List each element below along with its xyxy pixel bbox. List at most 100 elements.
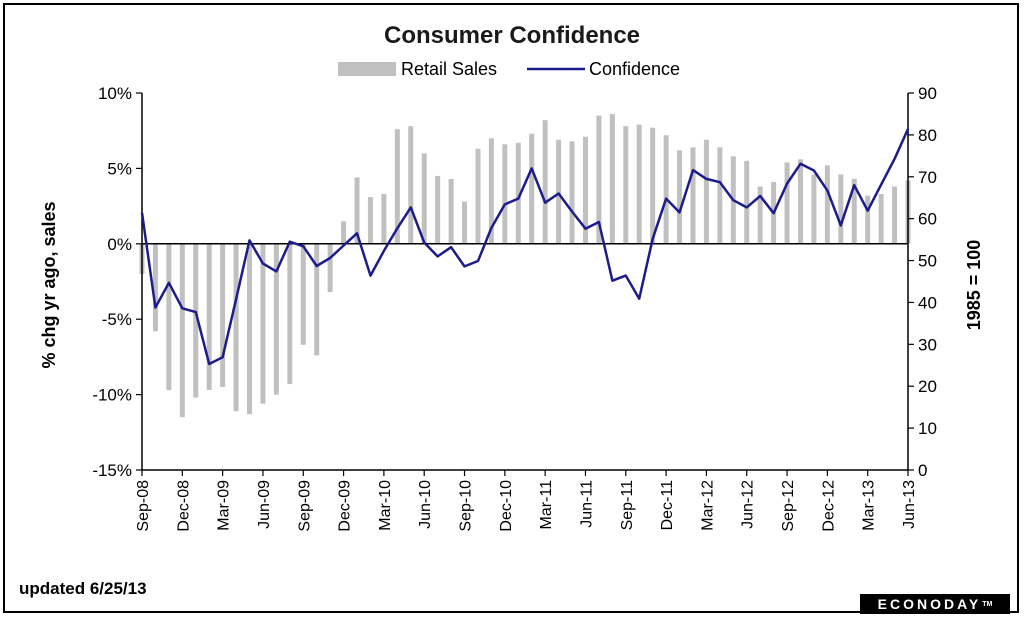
retail-sales-bar xyxy=(233,243,239,412)
confidence-line xyxy=(140,128,910,366)
retail-sales-bar xyxy=(596,115,602,244)
updated-date: updated 6/25/13 xyxy=(19,579,147,598)
econoday-logo: ECONODAY TM xyxy=(860,594,1010,614)
retail-sales-bar xyxy=(811,174,817,244)
retail-sales-bar xyxy=(703,139,709,244)
chart-frame: Consumer Confidence Retail Sales Confide… xyxy=(3,3,1019,614)
y-left-tick-label: -10% xyxy=(92,386,132,405)
retail-sales-bar xyxy=(690,147,696,244)
x-tick-label: Mar-10 xyxy=(377,480,394,531)
legend-retail-label: Retail Sales xyxy=(401,59,497,79)
retail-sales-bar xyxy=(663,135,669,244)
axes xyxy=(136,92,914,476)
retail-sales-bar xyxy=(462,201,468,244)
x-tick-label: Dec-11 xyxy=(659,480,676,530)
retail-sales-bar xyxy=(448,178,454,244)
logo-trademark: TM xyxy=(982,600,993,608)
y-right-tick-label: 90 xyxy=(918,84,937,103)
x-tick-label: Jun-10 xyxy=(417,480,434,529)
y-left-tick-label: 10% xyxy=(98,84,132,103)
retail-sales-bar xyxy=(677,150,683,244)
retail-sales-bar xyxy=(744,160,750,244)
retail-sales-bar xyxy=(650,127,656,244)
x-tick-label: Sep-10 xyxy=(458,480,475,532)
retail-sales-bar xyxy=(421,153,427,244)
retail-sales-bar xyxy=(394,129,400,244)
legend: Retail Sales Confidence xyxy=(338,59,680,79)
tick-labels: 10% 5% 0% -5% -10% -15% 90 80 70 60 50 40 30 20 10 0 Sep… xyxy=(92,84,937,532)
retail-sales-bar xyxy=(381,194,387,244)
x-tick-label: Jun-12 xyxy=(740,480,757,529)
y-right-tick-label: 10 xyxy=(918,419,937,438)
retail-sales-bar xyxy=(757,186,763,244)
retail-sales-bar xyxy=(206,243,212,391)
retail-sales-bar xyxy=(851,178,857,244)
x-tick-label: Jun-13 xyxy=(901,480,918,529)
retail-sales-bar xyxy=(220,243,226,388)
retail-sales-bar xyxy=(273,243,279,395)
retail-sales-bar xyxy=(408,126,414,244)
y-right-tick-label: 80 xyxy=(918,126,937,145)
retail-sales-bar xyxy=(838,174,844,244)
x-tick-label: Dec-12 xyxy=(820,480,837,532)
y-left-tick-label: 0% xyxy=(107,235,132,254)
x-tick-label: Sep-09 xyxy=(296,480,313,532)
y-right-axis-label: 1985 = 100 xyxy=(964,240,984,331)
retail-sales-bar xyxy=(542,120,548,244)
retail-sales-bar xyxy=(247,243,253,415)
y-right-tick-label: 30 xyxy=(918,335,937,354)
retail-sales-bar xyxy=(784,162,790,244)
x-tick-label: Mar-11 xyxy=(538,480,555,530)
logo-text: ECONODAY xyxy=(877,596,982,612)
retail-sales-bar xyxy=(341,221,347,244)
x-tick-label: Mar-13 xyxy=(861,480,878,531)
retail-sales-bar xyxy=(475,148,481,244)
retail-sales-bar xyxy=(502,144,508,244)
retail-sales-bar xyxy=(314,243,320,356)
legend-confidence-label: Confidence xyxy=(589,59,680,79)
retail-sales-bar xyxy=(166,243,172,391)
y-left-axis-label: % chg yr ago, sales xyxy=(39,201,59,368)
legend-retail-swatch xyxy=(338,62,396,76)
x-tick-label: Sep-08 xyxy=(135,480,152,532)
y-right-tick-label: 0 xyxy=(918,461,927,480)
retail-sales-bars xyxy=(139,114,911,418)
retail-sales-bar xyxy=(582,136,588,244)
y-right-tick-label: 50 xyxy=(918,252,937,271)
retail-sales-bar xyxy=(717,147,723,244)
chart-svg: Consumer Confidence Retail Sales Confide… xyxy=(39,22,984,532)
retail-sales-bar xyxy=(367,197,373,244)
retail-sales-bar xyxy=(878,194,884,244)
retail-sales-bar xyxy=(865,195,871,244)
x-tick-label: Sep-11 xyxy=(619,480,636,531)
x-tick-label: Mar-12 xyxy=(699,480,716,531)
x-tick-label: Dec-10 xyxy=(498,480,515,532)
retail-sales-bar xyxy=(824,165,830,244)
y-right-tick-label: 20 xyxy=(918,377,937,396)
y-right-tick-label: 60 xyxy=(918,210,937,229)
y-left-tick-label: -5% xyxy=(102,310,132,329)
x-tick-label: Jun-11 xyxy=(578,480,595,528)
retail-sales-bar xyxy=(623,126,629,244)
retail-sales-bar xyxy=(556,139,562,244)
y-left-tick-label: 5% xyxy=(107,159,132,178)
chart-title: Consumer Confidence xyxy=(384,22,640,49)
retail-sales-bar xyxy=(287,243,293,385)
x-tick-label: Mar-09 xyxy=(216,480,233,531)
retail-sales-bar xyxy=(529,133,535,244)
y-left-tick-label: -15% xyxy=(92,461,132,480)
retail-sales-bar xyxy=(609,114,615,244)
retail-sales-bar xyxy=(179,243,185,418)
y-right-tick-label: 40 xyxy=(918,293,937,312)
x-tick-label: Dec-09 xyxy=(337,480,354,532)
retail-sales-bar xyxy=(300,243,306,345)
x-tick-label: Jun-09 xyxy=(256,480,273,529)
retail-sales-bar xyxy=(488,138,494,244)
retail-sales-bar xyxy=(435,175,441,244)
y-right-tick-label: 70 xyxy=(918,168,937,187)
retail-sales-bar xyxy=(193,243,199,398)
retail-sales-bar xyxy=(515,142,521,244)
x-tick-label: Dec-08 xyxy=(175,480,192,532)
x-tick-label: Sep-12 xyxy=(780,480,797,532)
retail-sales-bar xyxy=(636,124,642,244)
